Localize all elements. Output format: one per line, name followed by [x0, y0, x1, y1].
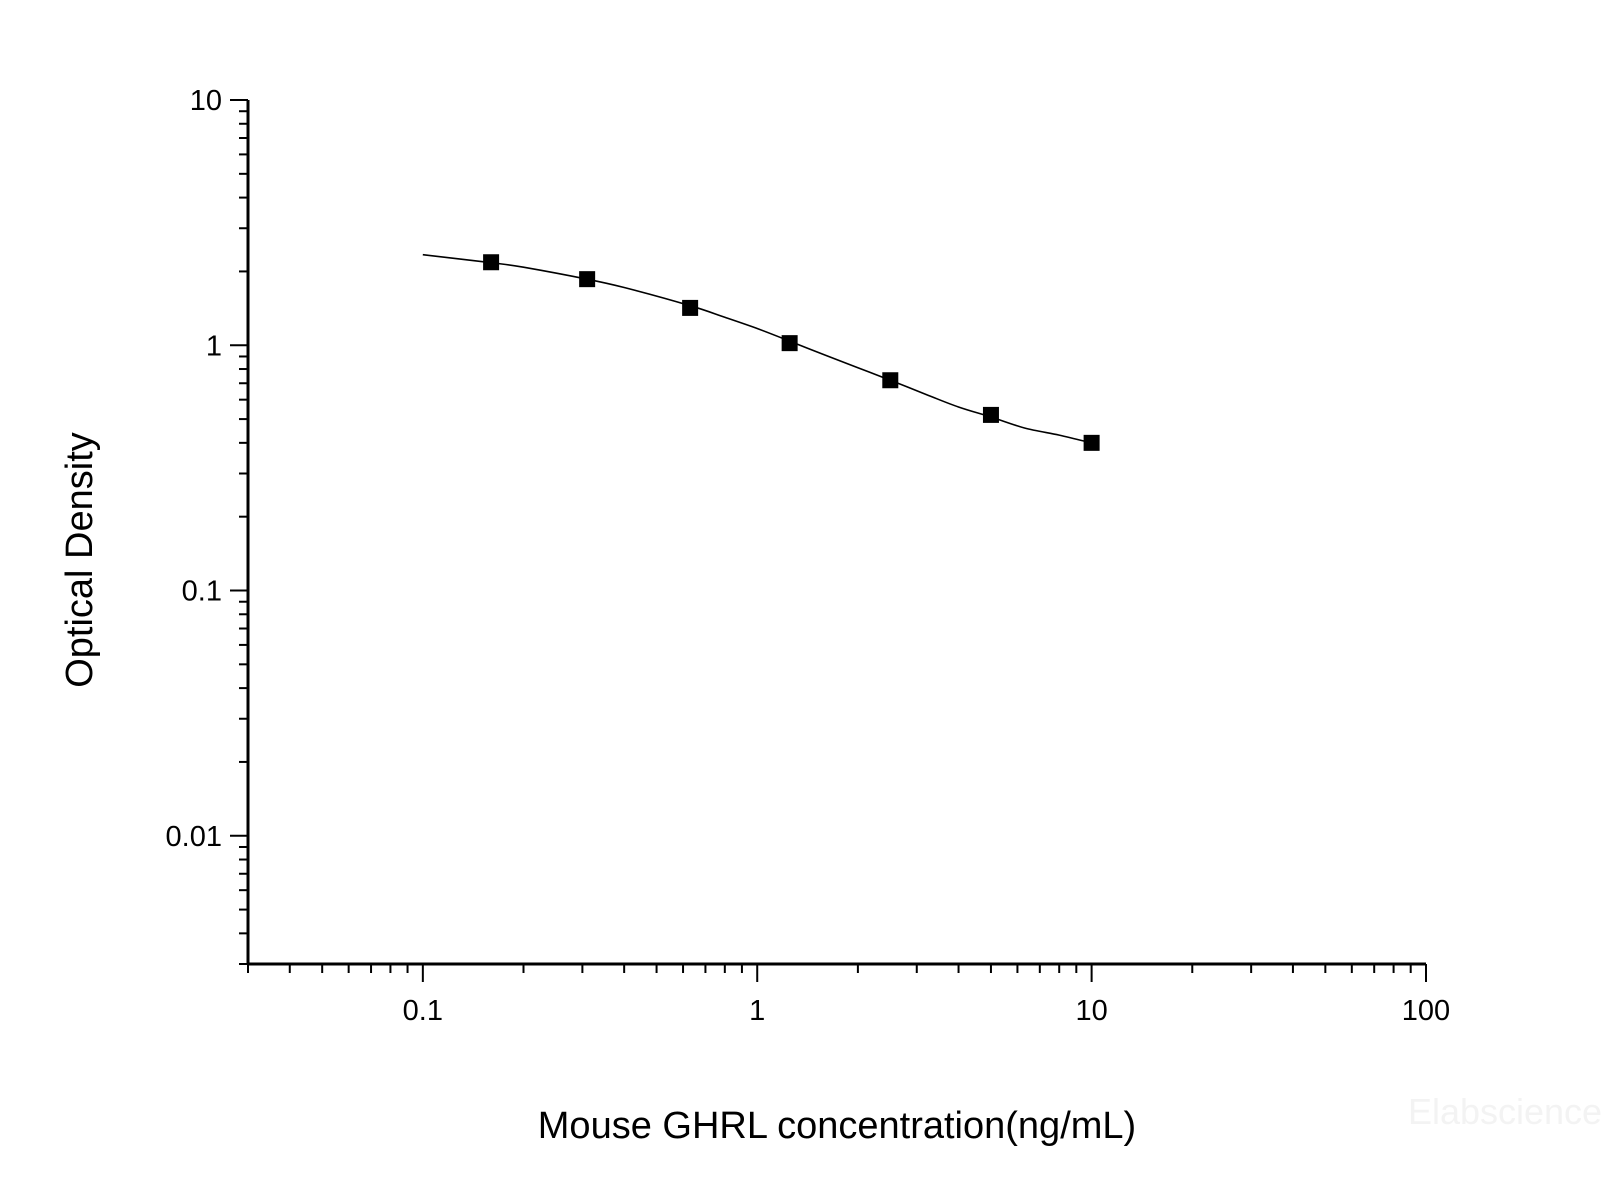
y-tick-label: 10 — [190, 85, 222, 117]
x-tick-label: 1 — [749, 995, 765, 1027]
x-tick-label: 100 — [1402, 995, 1450, 1027]
x-axis-title: Mouse GHRL concentration(ng/mL) — [538, 1105, 1136, 1147]
data-point — [579, 271, 596, 288]
axes: 10 1 0.1 0.01 0.1 1 10 100 — [166, 85, 1451, 1027]
x-tick-label: 0.1 — [403, 995, 443, 1027]
y-ticks: 10 1 0.1 0.01 — [166, 85, 248, 965]
y-axis-title: Optical Density — [59, 432, 101, 688]
data-point — [982, 406, 999, 423]
data-point — [682, 299, 699, 316]
watermark-text: Elabscience — [1408, 1091, 1602, 1132]
y-tick-label: 0.1 — [182, 576, 222, 608]
y-tick-label: 1 — [206, 330, 222, 362]
data-point — [483, 254, 500, 271]
data-point — [1083, 434, 1100, 451]
x-ticks: 0.1 1 10 100 — [247, 964, 1450, 1027]
y-tick-label: 0.01 — [166, 821, 222, 853]
data-point — [781, 335, 798, 352]
data-points — [483, 254, 1100, 451]
data-point — [882, 372, 899, 389]
x-tick-label: 10 — [1075, 995, 1107, 1027]
